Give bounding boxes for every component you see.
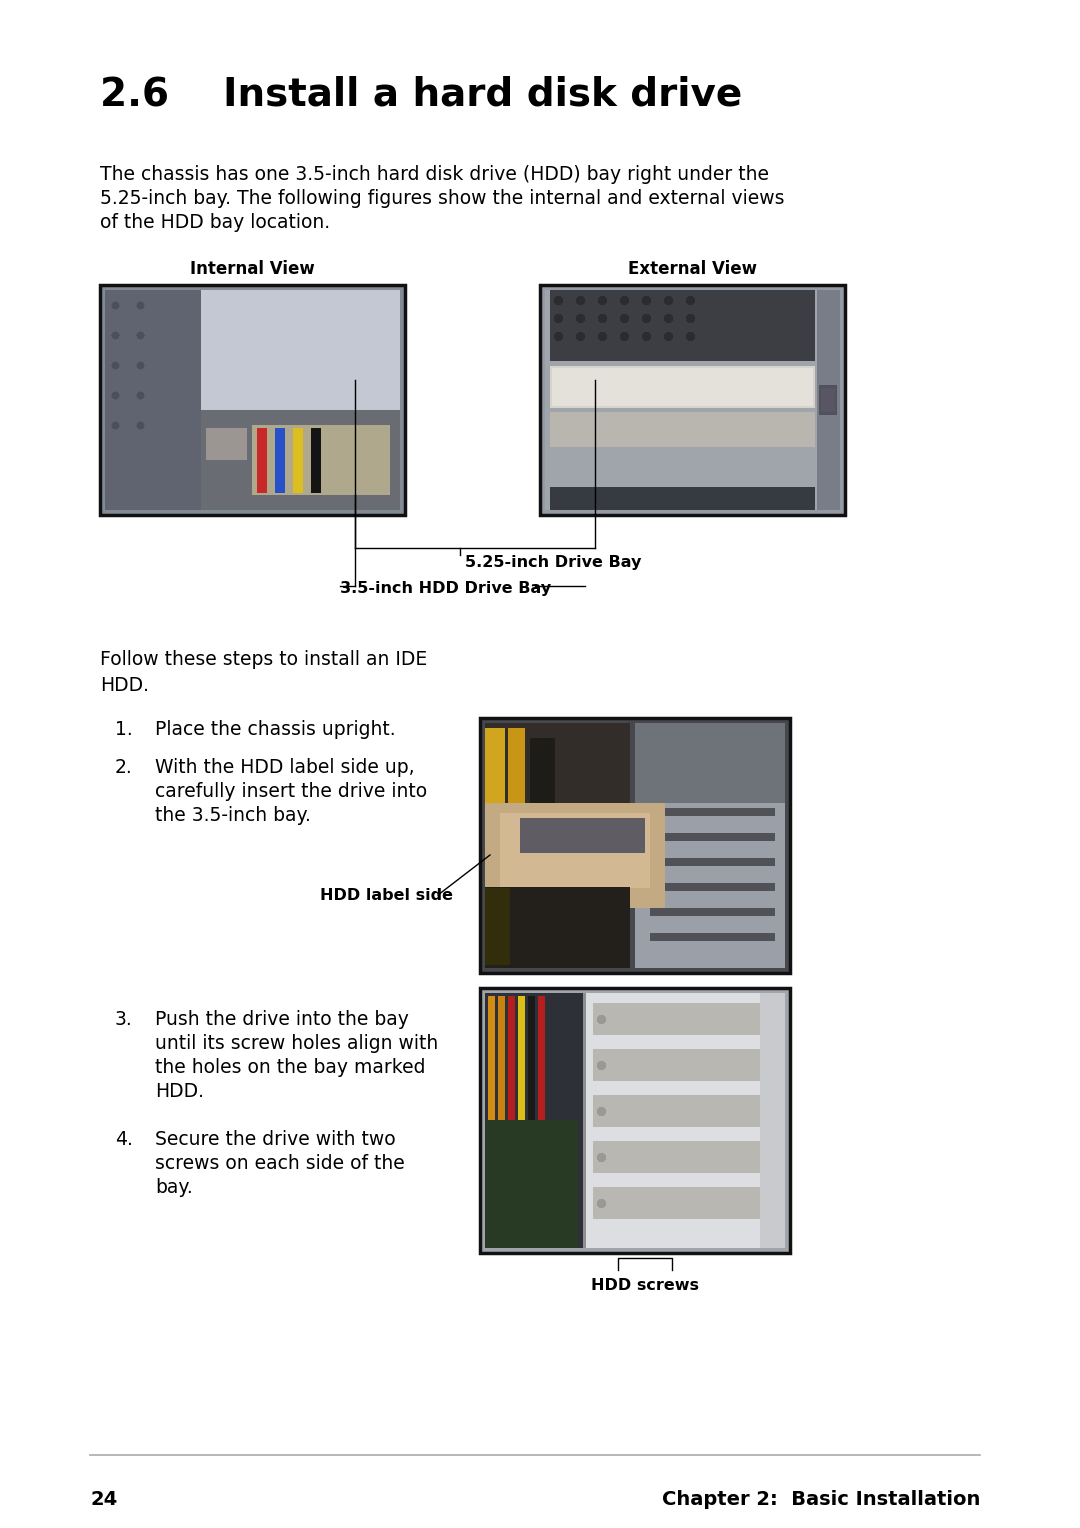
Bar: [540, 286, 845, 515]
Text: Secure the drive with two: Secure the drive with two: [156, 1131, 395, 1149]
Text: The chassis has one 3.5-inch hard disk drive (HDD) bay right under the: The chassis has one 3.5-inch hard disk d…: [100, 165, 769, 183]
Text: 4.: 4.: [114, 1131, 133, 1149]
Text: With the HDD label side up,: With the HDD label side up,: [156, 758, 415, 778]
Text: 2.: 2.: [114, 758, 133, 778]
Text: 3.5-inch HDD Drive Bay: 3.5-inch HDD Drive Bay: [340, 581, 551, 596]
Text: HDD.: HDD.: [156, 1082, 204, 1102]
Text: bay.: bay.: [156, 1178, 192, 1196]
Text: carefully insert the drive into: carefully insert the drive into: [156, 782, 427, 801]
Text: of the HDD bay location.: of the HDD bay location.: [100, 212, 330, 232]
Text: the 3.5-inch bay.: the 3.5-inch bay.: [156, 805, 311, 825]
Text: Follow these steps to install an IDE: Follow these steps to install an IDE: [100, 649, 428, 669]
Text: HDD label side: HDD label side: [320, 888, 453, 903]
Text: screws on each side of the: screws on each side of the: [156, 1154, 405, 1174]
Text: 5.25-inch bay. The following figures show the internal and external views: 5.25-inch bay. The following figures sho…: [100, 189, 784, 208]
Text: 2.6    Install a hard disk drive: 2.6 Install a hard disk drive: [100, 75, 742, 113]
Bar: [480, 989, 789, 1253]
Text: 5.25-inch Drive Bay: 5.25-inch Drive Bay: [465, 555, 642, 570]
Text: the holes on the bay marked: the holes on the bay marked: [156, 1057, 426, 1077]
Text: Push the drive into the bay: Push the drive into the bay: [156, 1010, 409, 1028]
Text: HDD.: HDD.: [100, 675, 149, 695]
Text: until its screw holes align with: until its screw holes align with: [156, 1034, 438, 1053]
Bar: [100, 286, 405, 515]
Text: 24: 24: [90, 1490, 118, 1510]
Text: 1.: 1.: [114, 720, 133, 740]
Text: 3.: 3.: [114, 1010, 133, 1028]
Text: External View: External View: [627, 260, 756, 278]
Text: Place the chassis upright.: Place the chassis upright.: [156, 720, 395, 740]
Bar: [480, 718, 789, 973]
Text: Internal View: Internal View: [190, 260, 314, 278]
Text: HDD screws: HDD screws: [591, 1277, 699, 1293]
Text: Chapter 2:  Basic Installation: Chapter 2: Basic Installation: [662, 1490, 980, 1510]
